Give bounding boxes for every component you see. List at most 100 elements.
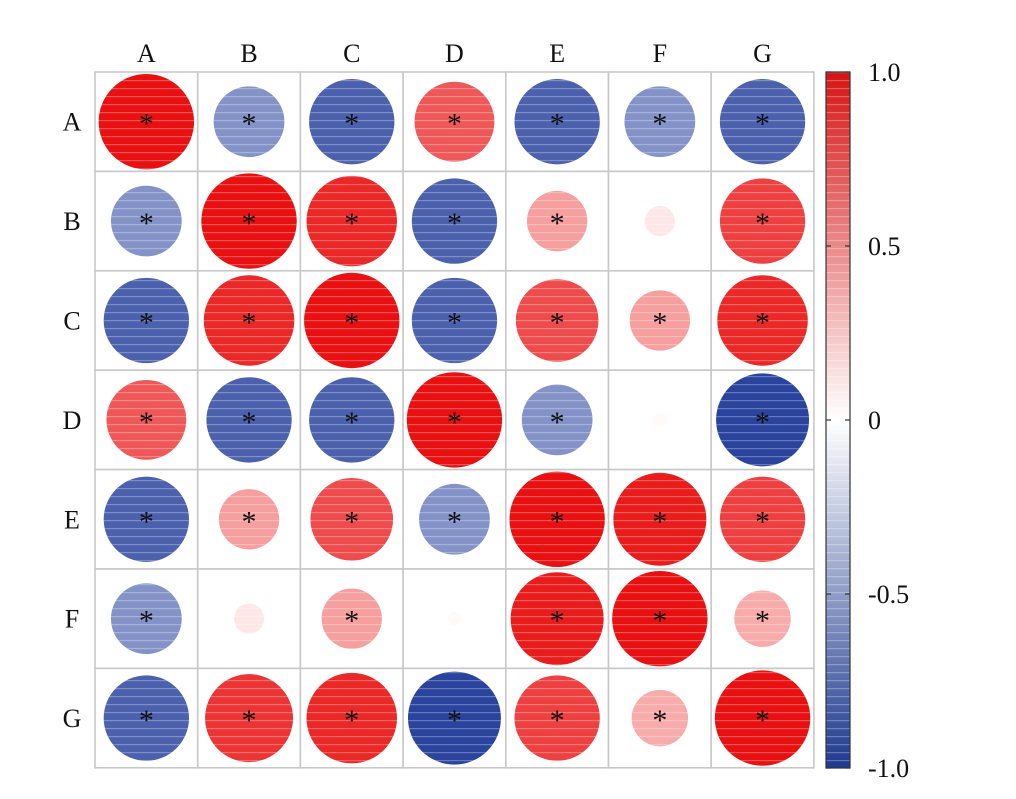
circle-texture <box>515 279 599 362</box>
circle-texture <box>411 178 498 264</box>
significance-marker: * <box>242 704 257 737</box>
significance-marker: * <box>652 108 667 141</box>
significance-marker: * <box>755 704 770 737</box>
circle-texture <box>233 603 265 634</box>
circle-texture <box>419 483 490 555</box>
circle-texture <box>203 275 295 366</box>
significance-marker: * <box>242 307 257 340</box>
circle-texture <box>309 79 395 165</box>
circle-texture <box>624 86 696 158</box>
circle-texture <box>612 571 708 667</box>
circle-texture <box>719 178 806 264</box>
significance-marker: * <box>550 207 565 240</box>
circle-texture <box>734 590 791 647</box>
row-label-A: A <box>63 108 82 137</box>
circle-texture <box>526 190 588 252</box>
circle-texture <box>103 476 190 562</box>
circle-texture <box>407 671 501 765</box>
circle-texture <box>306 672 398 764</box>
significance-marker: * <box>652 307 667 340</box>
circle-texture <box>106 379 187 460</box>
grid-cell <box>402 568 507 670</box>
column-label-C: C <box>343 39 360 68</box>
colorbar-tick-label: 1.0 <box>868 58 901 87</box>
significance-marker: * <box>755 307 770 340</box>
row-label-E: E <box>64 505 80 534</box>
column-label-G: G <box>753 39 772 68</box>
circle-texture <box>304 272 400 369</box>
significance-marker: * <box>139 704 154 737</box>
column-label-F: F <box>653 39 667 68</box>
significance-marker: * <box>550 605 565 638</box>
circle-texture <box>321 588 382 649</box>
circle-texture <box>406 372 503 468</box>
circle-texture <box>103 277 190 364</box>
significance-marker: * <box>242 207 257 240</box>
significance-marker: * <box>652 605 667 638</box>
significance-marker: * <box>344 108 359 141</box>
circle-texture <box>514 675 600 761</box>
circle-texture <box>306 175 398 267</box>
significance-marker: * <box>447 307 462 340</box>
significance-marker: * <box>344 704 359 737</box>
significance-marker: * <box>139 207 154 240</box>
significance-marker: * <box>550 704 565 737</box>
circle-texture <box>631 689 689 747</box>
colorbar-tick-label: 0.5 <box>868 232 901 261</box>
column-label-B: B <box>240 39 257 68</box>
label-layer: A B C D E F G A B C D E F G <box>63 39 772 733</box>
circle-texture <box>629 290 691 351</box>
colorbar-tick-label: 0 <box>868 406 881 435</box>
row-label-C: C <box>63 307 80 336</box>
circle-texture <box>521 384 593 456</box>
column-label-E: E <box>549 39 565 68</box>
significance-marker: * <box>344 406 359 439</box>
circle-texture <box>110 185 182 257</box>
significance-marker: * <box>550 505 565 538</box>
circle-texture <box>201 173 297 269</box>
circle-texture <box>110 583 182 655</box>
significance-marker: * <box>755 207 770 240</box>
column-label-A: A <box>137 39 156 68</box>
significance-marker: * <box>344 307 359 340</box>
circle-texture <box>514 79 600 165</box>
circle-texture <box>653 413 667 427</box>
significance-marker: * <box>242 406 257 439</box>
row-label-G: G <box>63 704 82 733</box>
circle-texture <box>206 377 292 463</box>
significance-marker: * <box>447 207 462 240</box>
row-label-B: B <box>63 207 80 236</box>
significance-marker: * <box>652 704 667 737</box>
colorbar-tick-label: -0.5 <box>868 580 909 609</box>
circle-texture <box>414 81 495 162</box>
circle-layer: * * * * * * * * * * * * * * * * * * * * * * * * * * * * * * * * * * * * * * * *… <box>98 74 811 766</box>
significance-marker: * <box>755 605 770 638</box>
significance-marker: * <box>652 505 667 538</box>
significance-marker: * <box>139 605 154 638</box>
significance-marker: * <box>447 108 462 141</box>
significance-marker: * <box>447 406 462 439</box>
significance-marker: * <box>755 406 770 439</box>
significance-marker: * <box>139 108 154 141</box>
significance-marker: * <box>447 704 462 737</box>
circle-texture <box>716 373 810 467</box>
significance-marker: * <box>344 207 359 240</box>
circle-texture <box>447 611 462 626</box>
row-label-F: F <box>65 605 79 634</box>
significance-marker: * <box>550 307 565 340</box>
circle-texture <box>411 277 498 364</box>
significance-marker: * <box>139 406 154 439</box>
row-label-D: D <box>63 406 82 435</box>
significance-marker: * <box>755 108 770 141</box>
significance-marker: * <box>344 505 359 538</box>
circle-texture <box>714 670 811 766</box>
circle-texture <box>719 476 806 562</box>
circle-texture <box>103 675 190 761</box>
colorbar: 1.0 0.5 0 -0.5 -1.0 <box>825 58 909 783</box>
circle-texture <box>98 74 195 170</box>
circle-texture <box>310 477 394 561</box>
significance-marker: * <box>550 108 565 141</box>
significance-marker: * <box>242 108 257 141</box>
